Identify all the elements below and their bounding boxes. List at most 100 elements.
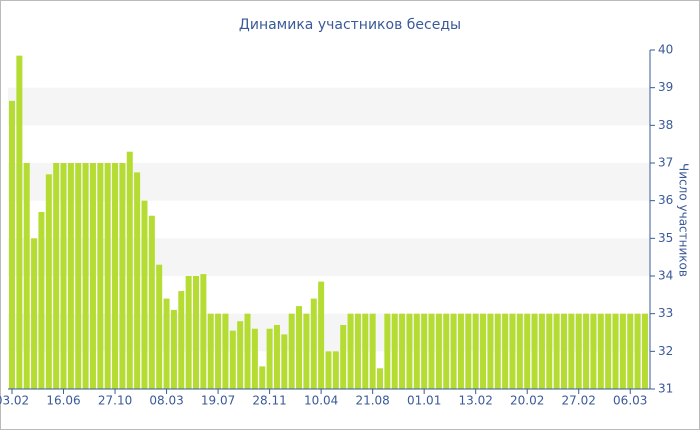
bar	[612, 313, 619, 389]
bar	[193, 276, 199, 389]
bar	[590, 313, 597, 389]
bar	[553, 313, 560, 389]
bar	[215, 313, 222, 389]
bar	[259, 366, 266, 389]
bar	[281, 334, 288, 389]
bar	[207, 313, 214, 389]
bar	[104, 163, 111, 389]
y-tick-label: 39	[658, 80, 673, 94]
bar	[619, 313, 626, 389]
bar	[369, 313, 376, 389]
bar	[531, 313, 538, 389]
bar	[119, 163, 126, 389]
bar	[67, 163, 74, 389]
bar	[583, 313, 590, 389]
y-tick-label: 34	[658, 269, 673, 283]
bar	[457, 313, 464, 389]
x-tick-label: 20.02	[510, 394, 544, 408]
y-tick-label: 33	[658, 306, 673, 320]
chart-title: Динамика участников беседы	[239, 17, 461, 33]
grid-band	[8, 163, 650, 201]
bar	[222, 313, 229, 389]
y-tick-label: 31	[658, 382, 673, 396]
bar	[251, 328, 258, 389]
bar	[391, 313, 398, 389]
bar	[634, 313, 641, 389]
bar	[16, 55, 23, 390]
bar	[244, 313, 251, 389]
bar	[185, 276, 192, 389]
bar	[266, 328, 273, 389]
bar	[538, 313, 545, 389]
x-tick-label: 03.02	[0, 394, 29, 408]
bar	[318, 281, 325, 389]
bar	[112, 163, 119, 389]
y-tick-label: 35	[658, 231, 673, 245]
bar	[597, 313, 604, 389]
x-tick-label: 08.03	[149, 394, 183, 408]
x-tick-label: 27.10	[98, 394, 132, 408]
bar	[141, 200, 148, 389]
bar	[435, 313, 442, 389]
bar	[45, 174, 52, 389]
bar	[494, 313, 501, 389]
bar	[156, 264, 163, 389]
bar	[546, 313, 553, 389]
bar	[163, 298, 170, 389]
bar	[421, 313, 428, 389]
x-tick-label: 13.02	[459, 394, 493, 408]
bar	[509, 313, 516, 389]
x-tick-label: 27.02	[562, 394, 596, 408]
bar	[229, 330, 236, 389]
bar	[332, 351, 339, 389]
y-tick-label: 38	[658, 118, 673, 132]
bar	[354, 313, 361, 389]
bar	[200, 274, 207, 389]
bar	[273, 324, 280, 389]
bar	[480, 313, 487, 389]
y-tick-label: 40	[658, 43, 673, 57]
bar	[641, 313, 648, 389]
bar	[406, 313, 413, 389]
y-tick-label: 32	[658, 344, 673, 358]
bar	[450, 313, 457, 389]
x-tick-label: 06.03	[613, 394, 647, 408]
bar	[23, 163, 30, 389]
bar	[237, 321, 244, 389]
bar	[89, 163, 96, 389]
bar	[516, 313, 523, 389]
bar	[362, 313, 369, 389]
bar	[310, 298, 317, 389]
bar	[377, 368, 383, 389]
bar	[296, 306, 303, 389]
bar	[575, 313, 582, 389]
bar	[325, 351, 332, 389]
bar	[413, 313, 420, 389]
bar	[170, 309, 177, 389]
bar	[288, 313, 295, 389]
bar	[524, 313, 531, 389]
bar	[399, 313, 406, 389]
x-tick-label: 16.06	[46, 394, 80, 408]
bar	[384, 313, 391, 389]
bar	[9, 100, 15, 389]
bar	[340, 324, 347, 389]
bar	[60, 163, 67, 389]
bar	[561, 313, 567, 389]
bar	[53, 163, 60, 389]
x-tick-label: 21.08	[355, 394, 389, 408]
bar	[502, 313, 509, 389]
bar	[465, 313, 472, 389]
bar	[605, 313, 612, 389]
bar	[97, 163, 104, 389]
bar	[126, 151, 133, 389]
bar	[472, 313, 479, 389]
y-tick-label: 37	[658, 156, 673, 170]
x-tick-label: 28.11	[252, 394, 286, 408]
grid-band	[8, 87, 650, 126]
bar	[31, 238, 38, 389]
y-axis-label: Число участников	[677, 163, 691, 277]
bar	[75, 163, 82, 389]
bar	[627, 313, 634, 389]
